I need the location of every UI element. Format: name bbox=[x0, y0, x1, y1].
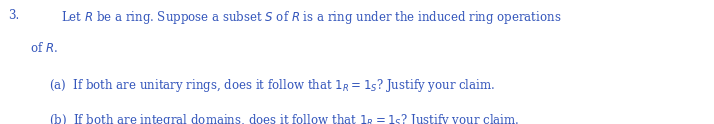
Text: (b)  If both are integral domains, does it follow that $1_R = 1_S$? Justify your: (b) If both are integral domains, does i… bbox=[49, 112, 519, 124]
Text: of $R$.: of $R$. bbox=[30, 41, 58, 55]
Text: 3.: 3. bbox=[9, 9, 20, 22]
Text: (a)  If both are unitary rings, does it follow that $1_R = 1_S$? Justify your cl: (a) If both are unitary rings, does it f… bbox=[49, 77, 495, 94]
Text: Let $R$ be a ring. Suppose a subset $S$ of $R$ is a ring under the induced ring : Let $R$ be a ring. Suppose a subset $S$ … bbox=[61, 9, 561, 26]
